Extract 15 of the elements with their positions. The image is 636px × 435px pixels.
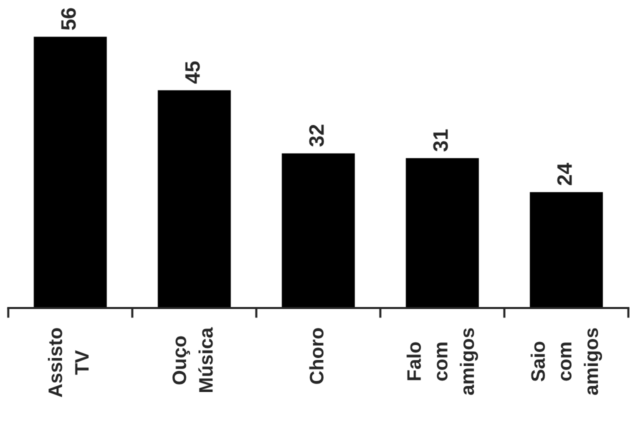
data-label: 24 (557, 162, 572, 186)
data-label: 32 (309, 124, 324, 147)
bar (528, 190, 604, 308)
x-tick-label: Saio com amigos (530, 328, 602, 395)
bar (404, 156, 480, 308)
bar (32, 35, 108, 308)
x-tick-label: Assisto TV (48, 328, 89, 398)
bar (156, 88, 232, 308)
data-label: 45 (185, 61, 200, 84)
data-label: 31 (433, 129, 448, 152)
x-tick-label: Choro (309, 328, 324, 384)
bar (280, 152, 356, 308)
data-label: 56 (61, 8, 76, 30)
x-tick-label: Falo com amigos (406, 328, 478, 395)
x-tick-label: Ouço Música (172, 327, 213, 392)
